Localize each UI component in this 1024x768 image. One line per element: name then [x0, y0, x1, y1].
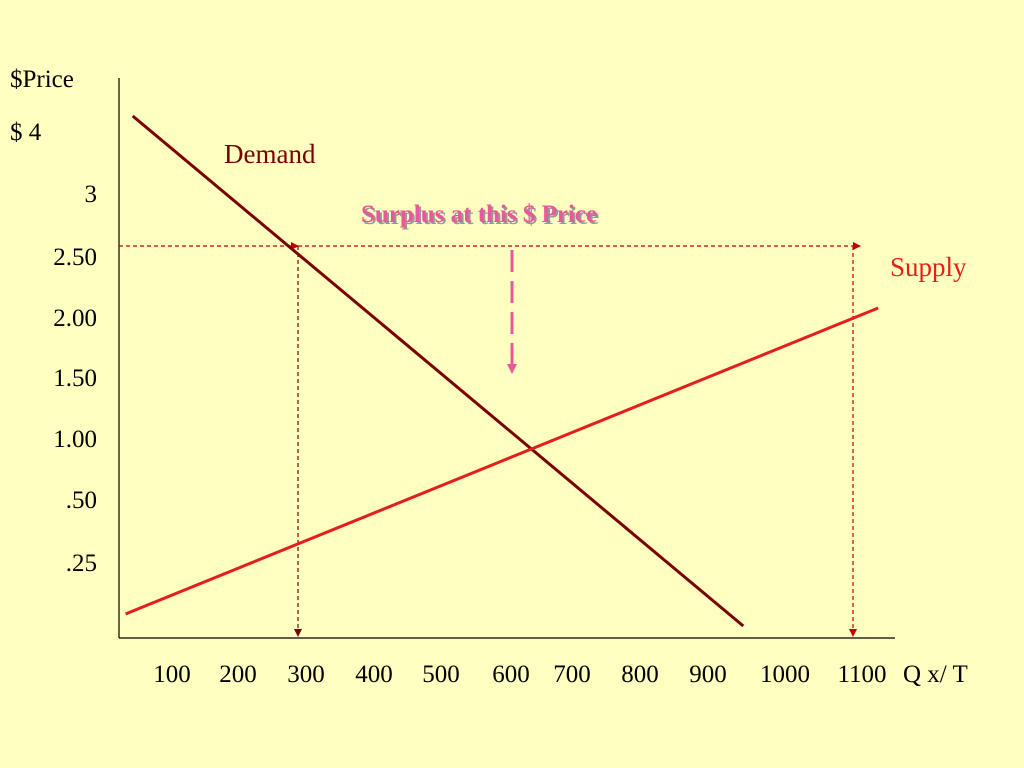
y-tick-label: 1.50 [53, 365, 97, 392]
x-tick-label: 400 [355, 661, 393, 688]
x-tick-label: 200 [219, 661, 257, 688]
x-tick-label: 900 [689, 661, 727, 688]
x-tick-label: 600 [492, 661, 530, 688]
surplus-annotation-shadow: Surplus at this $ Price [363, 203, 599, 230]
x-tick-label: 1100 [837, 661, 886, 688]
x-tick-label: 100 [153, 661, 191, 688]
supply-label: Supply [890, 252, 967, 282]
demand-curve [131, 114, 745, 628]
x-tick-label: 700 [553, 661, 591, 688]
x-axis-label: Q x/ T [903, 661, 968, 688]
y-tick-label: .50 [66, 487, 97, 514]
x-tick-label: 1000 [760, 661, 810, 688]
curves [125, 114, 879, 628]
supply-curve [125, 306, 879, 616]
y-tick-label: 2.50 [53, 244, 97, 271]
surplus-guides [119, 242, 861, 637]
y-tick-label: 3 [85, 181, 98, 208]
y-tick-label: 2.00 [53, 305, 97, 332]
x-tick-labels: 100 200 300 400 500 600 700 800 900 1000 1100 [153, 661, 886, 688]
y-tick-labels: $ 4 3 2.50 2.00 1.50 1.00 .50 .25 [10, 119, 97, 577]
y-tick-label: .25 [66, 550, 97, 577]
surplus-annotation: Surplus at this $ Price [361, 201, 597, 228]
x-tick-label: 300 [287, 661, 325, 688]
y-tick-label: 1.00 [53, 426, 97, 453]
x-tick-label: 500 [422, 661, 460, 688]
y-tick-label: $ 4 [10, 119, 42, 146]
demand-label: Demand [224, 139, 316, 169]
y-axis-label: $Price [10, 66, 74, 93]
x-tick-label: 800 [621, 661, 659, 688]
